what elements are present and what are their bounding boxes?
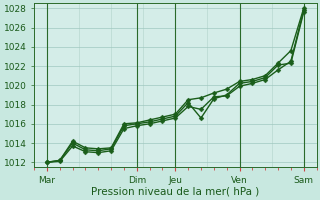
X-axis label: Pression niveau de la mer( hPa ): Pression niveau de la mer( hPa )	[91, 187, 260, 197]
